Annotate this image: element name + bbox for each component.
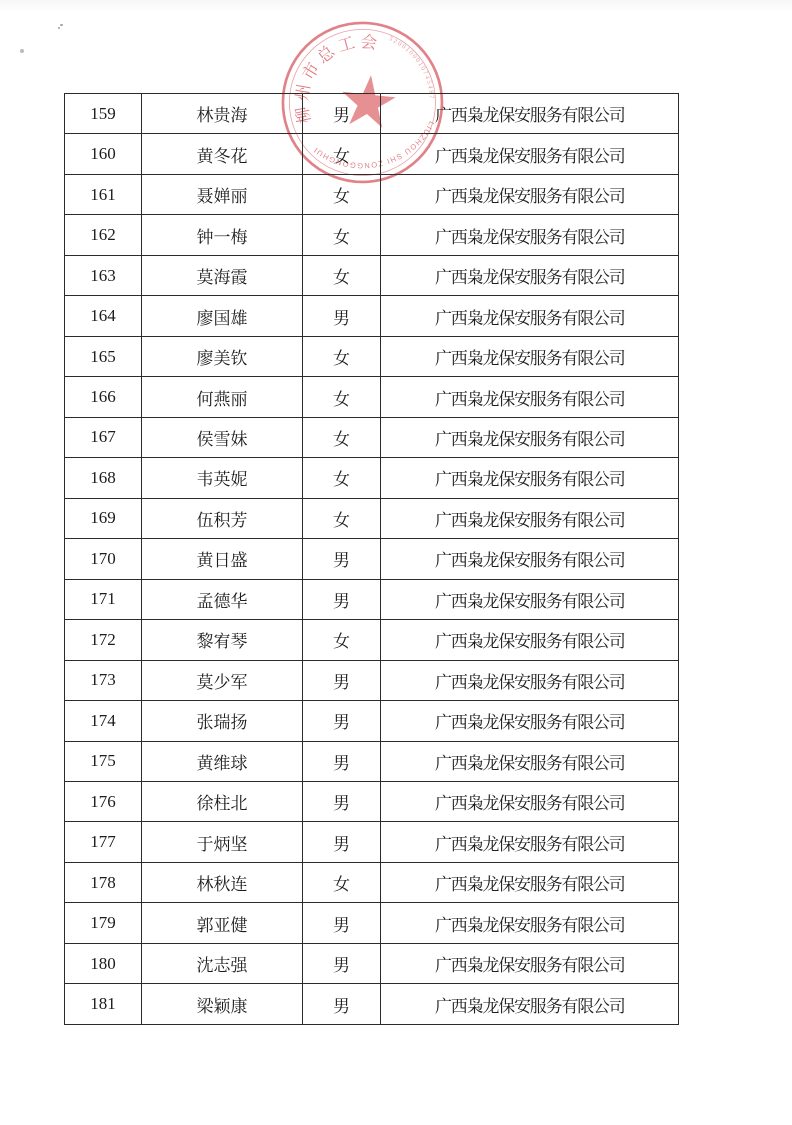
svg-text:总: 总 xyxy=(311,39,339,68)
svg-text:工: 工 xyxy=(335,29,357,57)
svg-text:会: 会 xyxy=(359,28,378,54)
svg-text:市: 市 xyxy=(295,57,324,84)
svg-text:5200100010745487: 5200100010745487 xyxy=(388,34,438,101)
